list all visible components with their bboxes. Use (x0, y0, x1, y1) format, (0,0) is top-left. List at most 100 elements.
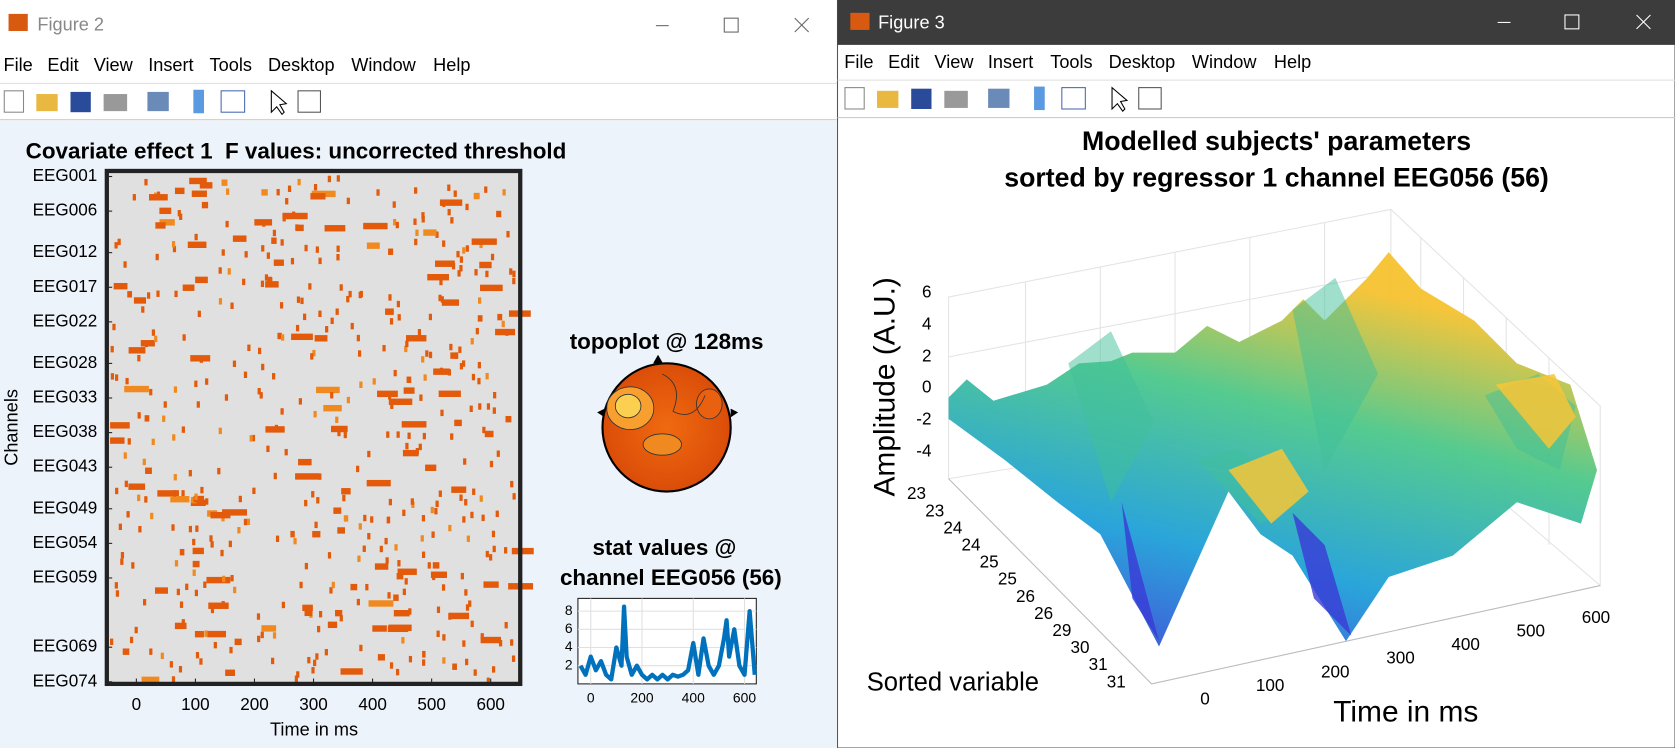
threshold-cell (256, 613, 261, 620)
menu-item[interactable]: Insert (988, 52, 1033, 72)
tool-open[interactable] (36, 94, 58, 112)
threshold-cell (280, 239, 284, 246)
threshold-cell (497, 313, 503, 321)
tool-new[interactable] (3, 90, 25, 113)
tool-inspector[interactable] (1138, 87, 1162, 110)
threshold-cell (261, 363, 265, 371)
threshold-cell (272, 373, 276, 380)
menu-item[interactable]: Insert (148, 55, 193, 75)
menu-item[interactable]: Edit (47, 55, 78, 75)
threshold-cell (336, 254, 340, 261)
threshold-cell (266, 252, 270, 259)
menu-item[interactable]: Edit (888, 52, 919, 72)
threshold-cell (404, 345, 408, 353)
menu-item[interactable]: View (934, 52, 974, 72)
threshold-cell (199, 182, 213, 189)
threshold-cell (388, 398, 413, 405)
threshold-cell (327, 621, 338, 629)
threshold-cell (110, 373, 115, 380)
threshold-cell (190, 355, 211, 362)
threshold-cell (308, 283, 312, 290)
tool-print[interactable] (944, 90, 968, 108)
menu-item[interactable]: View (94, 55, 134, 75)
threshold-cell (137, 494, 141, 502)
threshold-cell (137, 354, 141, 362)
threshold-cell (282, 215, 286, 222)
threshold-cell (179, 548, 185, 556)
maximize-button[interactable] (1564, 14, 1580, 30)
threshold-cell (221, 179, 228, 186)
menu-item[interactable]: Tools (210, 55, 252, 75)
close-button[interactable] (1636, 14, 1651, 30)
tool-pointer[interactable] (1111, 86, 1129, 112)
menu-item[interactable]: Desktop (1109, 52, 1176, 72)
threshold-cell (428, 351, 433, 359)
threshold-cell (257, 635, 261, 643)
threshold-cell (363, 514, 367, 522)
threshold-cell (296, 296, 301, 303)
menu-item[interactable]: Desktop (268, 55, 335, 75)
threshold-cell (206, 576, 231, 584)
tool-link[interactable] (988, 88, 1010, 108)
tool-save[interactable] (70, 91, 91, 113)
threshold-cell (357, 350, 362, 357)
threshold-cell (395, 221, 399, 229)
threshold-cell (504, 621, 508, 629)
threshold-cell (156, 290, 160, 297)
threshold-cell (395, 668, 400, 676)
threshold-cell (147, 292, 151, 299)
menu-item[interactable]: File (844, 52, 873, 72)
threshold-cell (439, 367, 444, 375)
threshold-cell (316, 497, 320, 504)
stat-plot: 2 4 6 8 0 200 400 600 (565, 598, 757, 706)
threshold-cell (405, 442, 409, 450)
menu-item[interactable]: Help (433, 55, 470, 75)
threshold-cell (294, 675, 298, 682)
tool-link[interactable] (147, 91, 169, 112)
menu-item[interactable]: Help (1274, 52, 1311, 72)
threshold-cell (313, 410, 317, 418)
surface-ridges (1068, 277, 1576, 524)
threshold-cell (340, 668, 363, 675)
tool-colorbar[interactable] (193, 89, 205, 114)
threshold-cell (362, 545, 366, 552)
threshold-cell (318, 310, 322, 318)
close-button[interactable] (794, 17, 810, 33)
menu-item[interactable]: File (4, 55, 33, 75)
threshold-cell (470, 338, 474, 345)
menu-item[interactable]: Tools (1050, 52, 1092, 72)
y-tick-label: 25 (998, 570, 1017, 589)
threshold-cell (425, 350, 429, 357)
threshold-cell (483, 581, 499, 588)
x-tick-label: 0 (1200, 689, 1209, 708)
threshold-cell (279, 302, 284, 309)
stat-line (578, 604, 757, 682)
tool-save[interactable] (911, 88, 932, 109)
tool-inspector[interactable] (297, 90, 322, 113)
threshold-cell (396, 573, 404, 580)
tool-legend[interactable] (220, 90, 246, 113)
z-tick-label: 4 (922, 314, 931, 333)
threshold-cell (465, 203, 469, 211)
threshold-cell (505, 415, 512, 423)
threshold-cell (479, 261, 492, 269)
maximize-button[interactable] (723, 17, 739, 33)
threshold-cell (195, 525, 199, 532)
tool-print[interactable] (103, 94, 128, 112)
menu-item[interactable]: Window (1192, 52, 1257, 72)
threshold-cell (405, 340, 409, 348)
topoplot-nose-ears (597, 354, 739, 418)
tool-new[interactable] (844, 87, 865, 110)
menu-item[interactable]: Window (351, 55, 416, 75)
y-tick-label: 25 (980, 553, 999, 572)
threshold-cell (115, 590, 120, 597)
tool-colorbar[interactable] (1034, 86, 1045, 111)
threshold-cell (310, 193, 326, 200)
tool-legend[interactable] (1061, 87, 1086, 110)
tool-pointer[interactable] (270, 89, 288, 116)
threshold-cell (425, 464, 437, 471)
tool-open[interactable] (877, 90, 899, 108)
threshold-cell (448, 524, 452, 532)
threshold-cell (509, 268, 513, 275)
